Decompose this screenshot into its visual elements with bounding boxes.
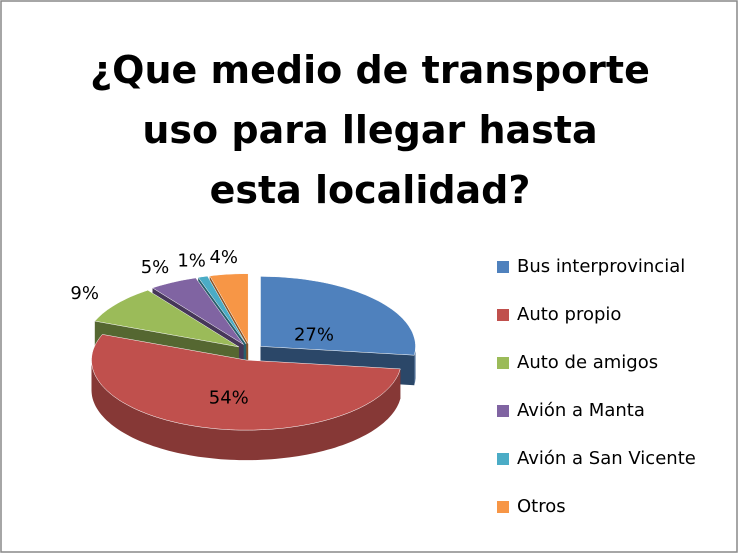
slice-top [151, 277, 244, 345]
slice-top [197, 275, 247, 345]
data-label: 54% [209, 387, 249, 408]
data-label: 1% [177, 250, 206, 271]
chart-title: ¿Que medio de transporte uso para llegar… [90, 48, 650, 212]
legend-label: Otros [517, 496, 566, 517]
slice-wall [91, 360, 401, 461]
data-label: 27% [294, 325, 334, 346]
legend-label: Bus interprovincial [517, 256, 685, 277]
slice-top [91, 334, 401, 431]
slice [91, 334, 401, 461]
slice-wall [414, 346, 416, 386]
legend-label: Auto propio [517, 304, 621, 325]
data-label: 9% [70, 283, 99, 304]
slice-top [260, 276, 416, 356]
legend-swatch [497, 501, 509, 513]
legend-label: Avión a San Vicente [517, 448, 696, 469]
legend-swatch [497, 261, 509, 273]
legend-label: Auto de amigos [517, 352, 658, 373]
data-label: 5% [141, 257, 170, 278]
legend-swatch [497, 405, 509, 417]
slice-top [209, 273, 249, 345]
data-label: 4% [209, 247, 238, 268]
legend-swatch [497, 357, 509, 369]
legend-label: Avión a Manta [517, 400, 645, 421]
slice-top [94, 289, 240, 348]
legend-swatch [497, 453, 509, 465]
legend-swatch [497, 309, 509, 321]
